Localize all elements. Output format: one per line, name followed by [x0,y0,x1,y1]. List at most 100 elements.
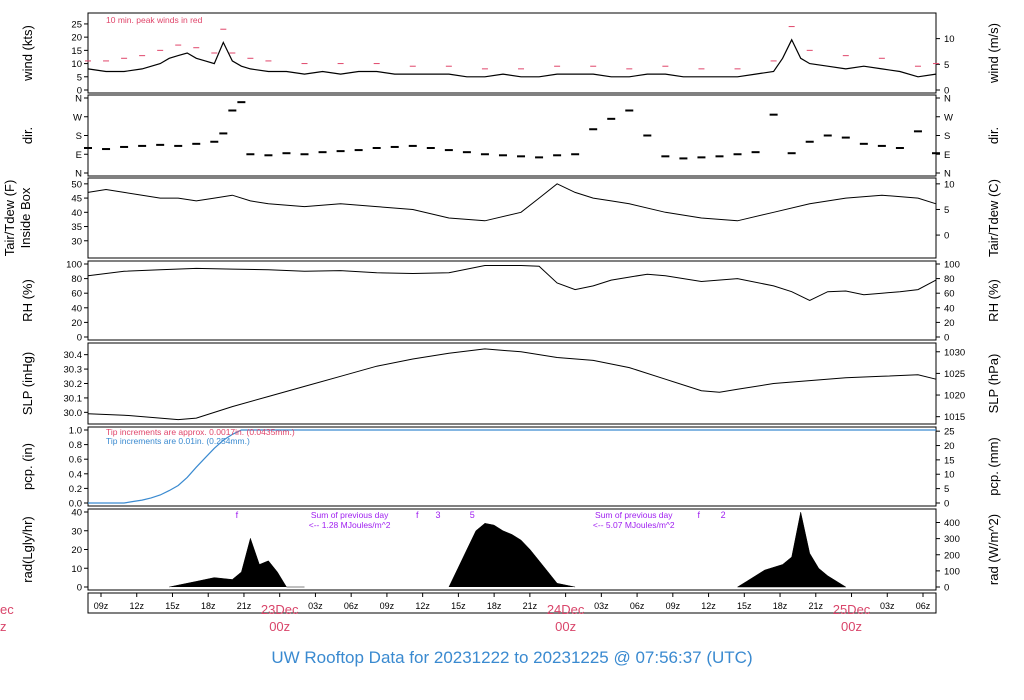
tip-increment-note-blue: Tip increments are 0.01in. (0.254mm.) [106,436,250,446]
right-tick-label: 80 [944,274,955,285]
rad-marker: f [416,510,419,520]
right-tick-label: 0 [944,499,949,510]
right-tick-label: 5 [944,484,949,495]
left-tick-label: 0.0 [69,499,82,510]
left-tick-label: 40 [71,508,82,519]
right-tick-label: 1020 [944,391,965,402]
date-hour-label: 00z [269,619,290,634]
left-tick-label: 30.0 [64,408,83,419]
day-sum-note-line2: <-- 5.07 MJoules/m^2 [593,520,675,530]
wind-speed-line [87,38,937,78]
right-tick-label: 10 [944,470,955,481]
left-tick-label: 20 [71,545,82,556]
pcp-panel-frame [87,426,937,507]
left-tick-label: 5 [77,72,82,83]
time-tick-label: 12z [415,601,430,611]
time-tick-label: 03z [594,601,609,611]
left-tick-label: 80 [71,274,82,285]
wind-panel-frame [87,12,937,94]
right-tick-label: 15 [944,455,955,466]
right-tick-label: 20 [944,318,955,329]
right-tick-label: 100 [944,566,960,577]
left-tick-label: 40 [71,208,82,219]
pcp-left-label: pcp. (in) [20,443,35,490]
left-tick-label: 20 [71,318,82,329]
radiation-area [169,511,847,588]
left-tick-label: 10 [71,59,82,70]
right-tick-label: 5 [944,205,949,216]
time-tick-label: 09z [380,601,395,611]
day-sum-note-line1: Sum of previous day [595,510,673,520]
right-tick-label: 5 [944,60,949,71]
time-tick-label: 12z [701,601,716,611]
right-tick-label: 40 [944,303,955,314]
left-tick-label: 0 [77,583,82,594]
time-tick-label: 21z [809,601,824,611]
tip-increment-note-red: Tip increments are approx. 0.0017in. (0.… [106,427,295,437]
slp-right-label: SLP (hPa) [986,354,1001,414]
rad-marker: f [697,510,700,520]
rad-marker: 5 [470,510,475,520]
time-tick-label: 12z [129,601,144,611]
time-axis-frame [87,592,937,614]
left-tick-label: 30.3 [64,365,83,376]
dir-panel-frame [87,94,937,177]
left-tick-label: S [76,131,82,142]
right-tick-label: 100 [944,260,960,271]
time-tick-label: 18z [201,601,216,611]
day-sum-note-line1: Sum of previous day [311,510,389,520]
left-tick-label: 30 [71,526,82,537]
right-tick-label: N [944,94,951,105]
time-tick-label: 18z [773,601,788,611]
right-tick-label: 0 [944,583,949,594]
right-axis-ticks: 0 5 10 [936,34,955,97]
left-tick-label: 0.8 [69,440,82,451]
left-tick-label: 0 [77,333,82,344]
time-tick-label: 15z [451,601,466,611]
rad-right-label: rad (W/m^2) [986,514,1001,585]
right-tick-label: 0 [944,86,949,97]
cut-date-label: ec [0,602,14,617]
temp-left-label: Tair/Tdew (F) [2,180,17,257]
right-tick-label: 400 [944,518,960,529]
left-tick-label: 0.2 [69,484,82,495]
left-tick-label: 30.1 [64,393,83,404]
left-tick-label: 10 [71,564,82,575]
right-tick-label: N [944,169,951,180]
peak-winds-annotation: 10 min. peak winds in red [106,15,203,25]
right-tick-label: 200 [944,550,960,561]
temp-panel-frame [87,177,937,259]
left-tick-label: E [76,150,82,161]
right-tick-label: S [944,131,950,142]
slp-left-label: SLP (inHg) [20,352,35,415]
right-tick-label: 300 [944,534,960,545]
right-tick-label: 25 [944,427,955,438]
left-tick-label: 1.0 [69,426,82,437]
footer-title: UW Rooftop Data for 20231222 to 20231225… [271,648,753,667]
left-tick-label: W [73,112,82,123]
right-tick-label: 1030 [944,347,965,358]
left-tick-label: 0.4 [69,469,82,480]
right-tick-label: 1025 [944,369,965,380]
left-axis-ticks: 0 5 10 15 20 25 [71,19,88,97]
pcp-right-label: pcp. (mm) [986,437,1001,496]
right-tick-label: 1015 [944,412,965,423]
left-tick-label: 20 [71,33,82,44]
dir-right-label: dir. [986,127,1001,144]
dir-left-label: dir. [20,127,35,144]
rad-marker: 3 [436,510,441,520]
left-tick-label: 0 [77,86,82,97]
right-tick-label: 10 [944,179,955,190]
date-hour-label: 00z [841,619,862,634]
rad-marker: f [236,510,239,520]
rh-right-label: RH (%) [986,279,1001,322]
pcp-line [88,429,936,504]
left-tick-label: 100 [66,260,82,271]
left-tick-label: N [75,169,82,180]
time-tick-label: 21z [237,601,252,611]
right-tick-label: 0 [944,333,949,344]
left-tick-label: 30.4 [64,350,83,361]
time-tick-label: 06z [630,601,645,611]
